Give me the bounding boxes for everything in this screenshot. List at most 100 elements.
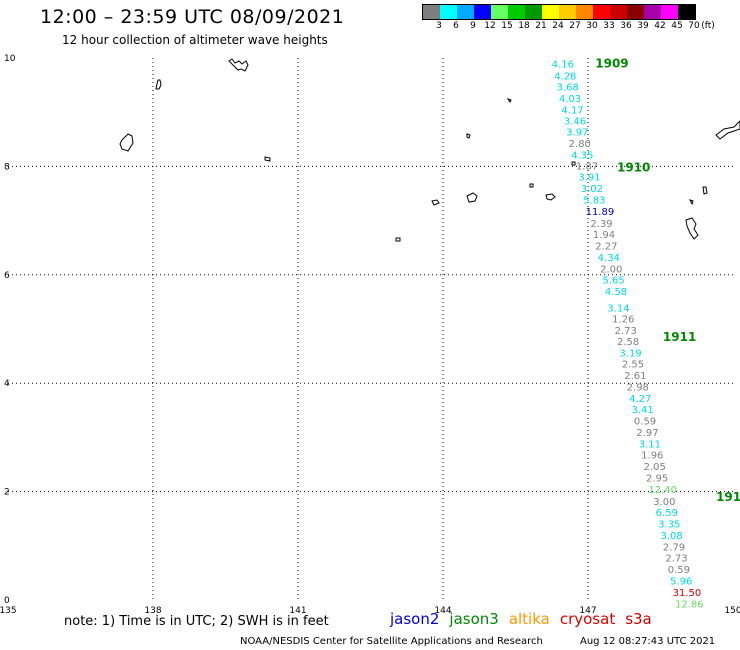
scale-label: 3 [436, 21, 442, 31]
satellite-jason2: jason2 [390, 610, 440, 628]
x-tick-label: 144 [434, 606, 451, 616]
time-label: 191 [716, 490, 740, 504]
wave-height-label: 4.03 [559, 94, 581, 105]
scale-label: 21 [535, 21, 547, 31]
x-tick-label: 147 [579, 606, 596, 616]
scale-swatch-5 [508, 5, 525, 19]
wave-height-label: 11.89 [586, 207, 615, 218]
footer-note: note: 1) Time is in UTC; 2) SWH is in fe… [64, 614, 329, 629]
wave-height-label: 4.34 [598, 253, 620, 264]
wave-height-label: 2.95 [646, 474, 668, 485]
y-tick-label: 6 [4, 271, 10, 281]
wave-height-label: 3.14 [607, 303, 629, 314]
scale-label: 45 [671, 21, 683, 31]
island-1 [155, 79, 162, 90]
wave-height-label: 31.50 [673, 588, 702, 599]
wave-height-label: 4.16 [552, 59, 574, 70]
island-5 [466, 133, 471, 139]
island-0 [228, 58, 249, 72]
scale-swatch-3 [474, 5, 491, 19]
axis-labels: 135 138 141 144 147 150 0 2 4 6 8 10 [0, 54, 740, 616]
wave-height-label: 4.58 [605, 287, 627, 298]
wave-height-label: 0.59 [668, 565, 690, 576]
wave-height-label: 2.55 [622, 360, 644, 371]
wave-height-label: 0.59 [634, 417, 656, 428]
scale-label: 42 [654, 21, 666, 31]
scale-label: 30 [586, 21, 598, 31]
scale-label: 24 [552, 21, 564, 31]
scale-swatch-9 [576, 5, 593, 19]
wave-height-label: 2.97 [636, 428, 658, 439]
time-label: 1910 [617, 160, 650, 174]
scale-label: 36 [620, 21, 632, 31]
wave-height-label: 3.91 [578, 173, 600, 184]
land-features [119, 58, 740, 242]
wave-height-label: 3.68 [557, 83, 579, 94]
x-tick-label: 141 [289, 606, 306, 616]
island-8 [529, 183, 534, 188]
scale-swatch-8 [559, 5, 576, 19]
island-11 [571, 161, 576, 166]
wave-height-label: 2.73 [615, 326, 637, 337]
wave-height-track: 4.164.283.684.034.173.463.972.804.351.87… [552, 59, 704, 610]
scale-label: 70 [688, 21, 700, 31]
time-labels: 1909 1910 1911 191 [595, 56, 740, 504]
x-tick-label: 138 [144, 606, 161, 616]
wave-height-label: 2.79 [663, 542, 685, 553]
scale-label: 9 [470, 21, 476, 31]
wave-height-label: 2.39 [590, 219, 612, 230]
wave-height-label: 5.65 [603, 276, 625, 287]
wave-height-label: 2.98 [627, 382, 649, 393]
page-title: 12:00 – 23:59 UTC 08/09/2021 [40, 6, 345, 28]
scale-swatch-10 [593, 5, 610, 19]
scale-label: 27 [569, 21, 581, 31]
wave-height-label: 2.61 [624, 371, 646, 382]
island-7 [466, 192, 478, 203]
satellite-legend: jason2 jason3 altika cryosat s3a [390, 610, 662, 628]
island-4 [506, 98, 512, 103]
wave-height-label: 3.97 [566, 128, 588, 139]
y-tick-label: 4 [4, 379, 10, 389]
y-tick-label: 8 [4, 162, 10, 172]
y-tick-label: 0 [4, 596, 10, 606]
scale-swatch-2 [457, 5, 474, 19]
map-grid [8, 58, 733, 600]
island-3 [264, 156, 271, 162]
wave-height-label: 3.19 [619, 348, 641, 359]
wave-height-label: 3.11 [639, 439, 661, 450]
x-tick-label: 135 [0, 606, 17, 616]
wave-height-label: 5.83 [583, 195, 605, 206]
wave-height-label: 1.96 [641, 451, 663, 462]
satellite-altika: altika [508, 610, 550, 628]
satellite-s3a: s3a [625, 610, 652, 628]
scale-swatch-4 [491, 5, 508, 19]
time-label: 1909 [595, 56, 628, 70]
scale-swatch-15 [678, 5, 695, 19]
satellite-jason3: jason3 [449, 610, 499, 628]
scale-swatch-11 [610, 5, 627, 19]
wave-height-label: 3.02 [581, 184, 603, 195]
island-2 [119, 133, 134, 152]
scale-swatch-0 [423, 5, 440, 19]
wave-height-label: 1.94 [593, 230, 615, 241]
scale-label: 6 [453, 21, 459, 31]
wave-height-label: 3.00 [653, 497, 675, 508]
wave-height-label: 12.86 [675, 599, 704, 610]
island-9 [545, 193, 556, 201]
scale-swatch-12 [627, 5, 644, 19]
wave-height-label: 3.41 [632, 405, 654, 416]
page-subtitle: 12 hour collection of altimeter wave hei… [62, 33, 328, 47]
wave-height-label: 4.17 [561, 105, 583, 116]
wave-height-label: 12.40 [648, 485, 677, 496]
wave-height-label: 5.96 [670, 576, 692, 587]
wave-height-label: 4.28 [554, 71, 576, 82]
scale-label: (ft) [701, 21, 715, 31]
wave-height-label: 2.58 [617, 337, 639, 348]
footer-timestamp: Aug 12 08:27:43 UTC 2021 [580, 636, 716, 647]
footer-credit: NOAA/NESDIS Center for Satellite Applica… [240, 636, 543, 647]
wave-height-label: 2.27 [595, 242, 617, 253]
wave-height-label: 3.46 [564, 116, 586, 127]
wave-height-label: 2.00 [600, 264, 622, 275]
x-tick-label: 150 [724, 606, 740, 616]
